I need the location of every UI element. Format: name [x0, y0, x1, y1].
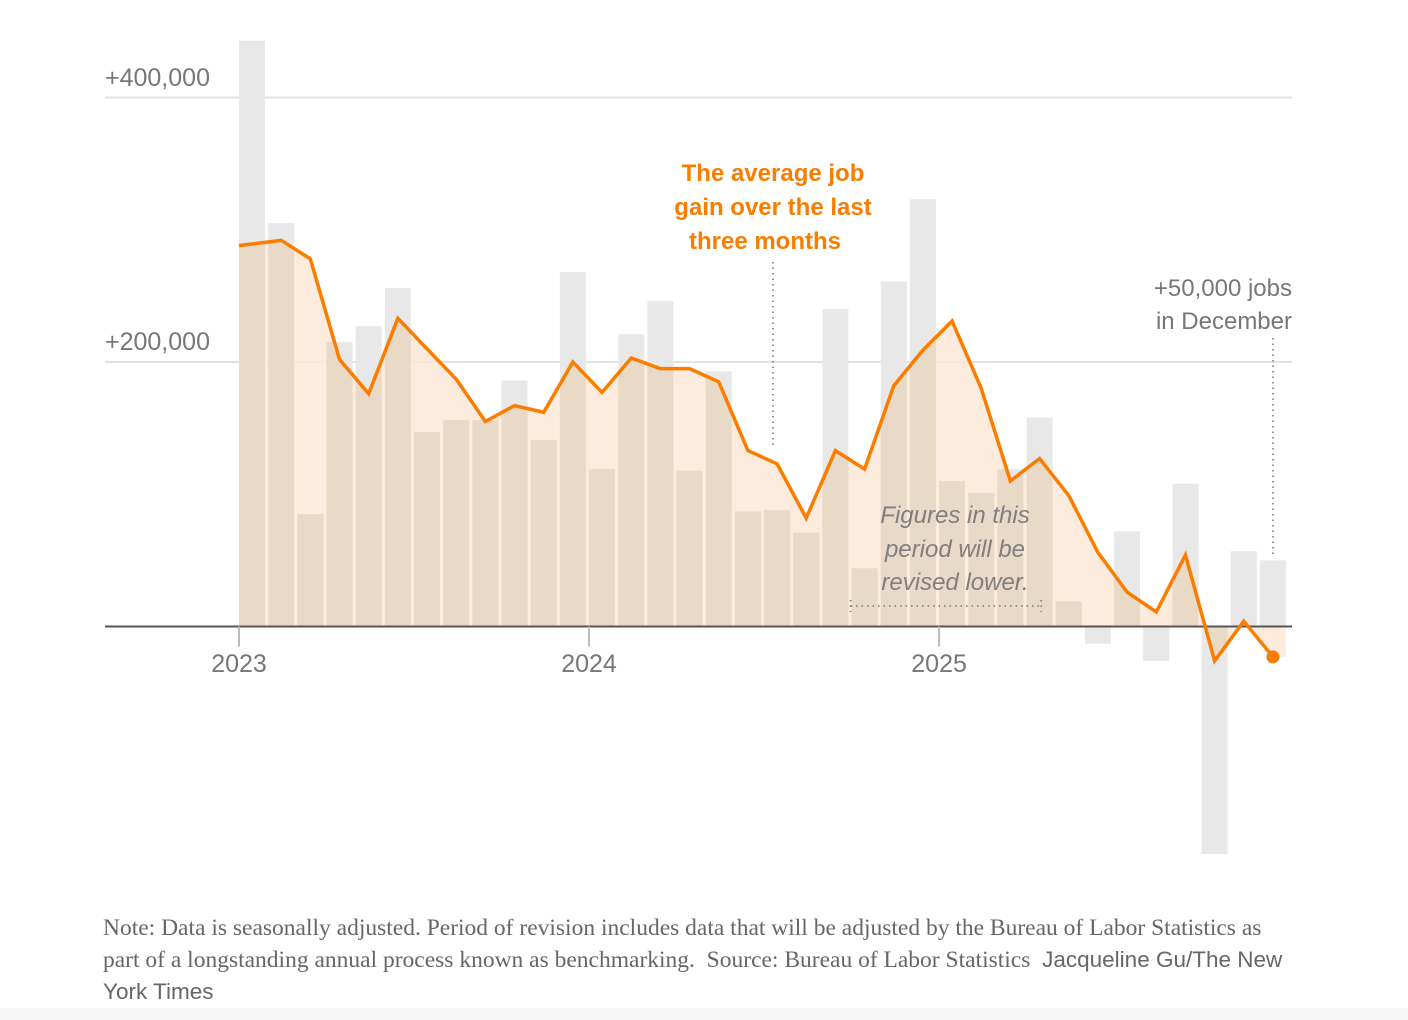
chart-footnote: Note: Data is seasonally adjusted. Perio… [103, 912, 1293, 1008]
source-text: Source: Bureau of Labor Statistics [706, 947, 1031, 973]
december-annotation-line-1: +50,000 jobs [1154, 275, 1292, 302]
bar-overlap-24 [939, 481, 966, 627]
latest-average-dot [1266, 650, 1280, 664]
average-area-fill [239, 240, 1286, 661]
bar-overlap-12 [589, 469, 616, 627]
bar-overlap-1 [268, 240, 295, 627]
bar-overlap-15 [676, 470, 703, 627]
average-line [238, 238, 1280, 665]
revision-annotation-line-3: revised lower. [881, 569, 1028, 596]
average-line-path [238, 238, 1275, 665]
bar-nov-2025 [1230, 551, 1257, 627]
revision-period-bracket [849, 600, 1042, 612]
annotations: +400,000 +200,000 The average job gain o… [105, 64, 1292, 612]
bar-overlap-8 [472, 420, 499, 627]
page-bottom-edge [0, 1008, 1408, 1020]
bar-dec-2025 [1259, 560, 1286, 627]
bar-overlap-2 [297, 514, 324, 627]
bar-overlap-16 [705, 371, 732, 627]
revision-annotation-line-1: Figures in this [880, 502, 1029, 529]
bar-overlap-25 [968, 492, 995, 627]
bar-overlap-10 [530, 440, 557, 627]
x-tick-label-2023: 2023 [211, 650, 267, 678]
bar-overlap-7 [443, 420, 470, 627]
bar-overlap-18 [764, 510, 791, 627]
bar-oct-2025 [1201, 626, 1228, 854]
bar-overlap-21 [851, 568, 878, 627]
bar-overlap-17 [734, 511, 761, 627]
jobs-chart: 2023 2024 2025 +400,000 +200,000 The avera… [105, 40, 1292, 854]
avg-annotation-line-2: gain over the last [674, 194, 871, 221]
revision-annotation-line-2: period will be [884, 536, 1025, 563]
x-tick-label-2025: 2025 [911, 650, 967, 678]
credit-text: Jacqueline Gu/The New York Times [103, 947, 1283, 1004]
note-text: Note: Data is seasonally adjusted. Perio… [103, 915, 1262, 973]
bar-aug-2025 [1143, 626, 1170, 661]
bar-overlap-28 [1055, 601, 1082, 627]
x-tick-label-2024: 2024 [561, 650, 617, 678]
average-area [239, 240, 1286, 661]
avg-annotation-line-3: three months [689, 228, 841, 255]
y-tick-label-400k: +400,000 [105, 64, 210, 92]
x-axis: 2023 2024 2025 [105, 625, 1292, 678]
bar-overlap-13 [618, 334, 645, 627]
bar-overlap-6 [414, 432, 441, 627]
y-tick-label-200k: +200,000 [105, 328, 210, 356]
bar-overlap-26 [997, 469, 1024, 627]
december-annotation-line-2: in December [1156, 308, 1292, 335]
bar-jun-2025 [1084, 626, 1111, 644]
bar-overlap-9 [501, 380, 528, 627]
bar-overlap-19 [793, 532, 820, 627]
bar-overlap-0 [239, 240, 265, 627]
bar-overlap-3 [326, 342, 353, 627]
avg-annotation-line-1: The average job [682, 160, 865, 187]
